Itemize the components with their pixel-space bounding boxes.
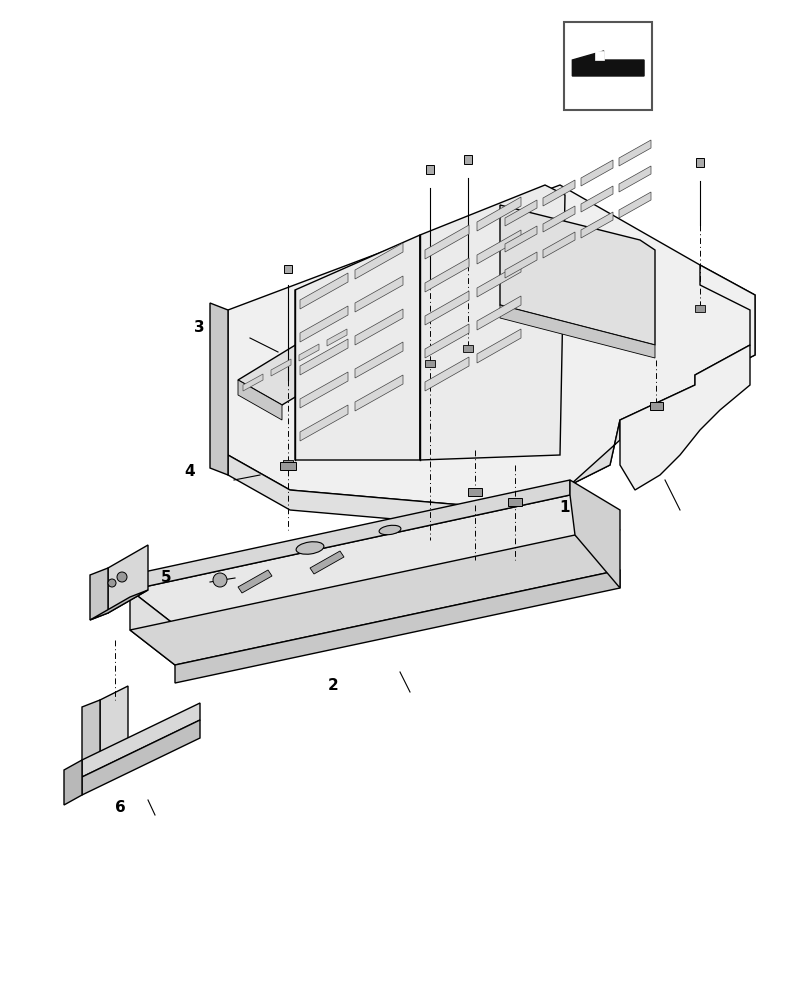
Polygon shape — [504, 226, 536, 252]
Ellipse shape — [296, 542, 324, 554]
Text: 4: 4 — [183, 464, 195, 480]
Polygon shape — [543, 232, 574, 258]
Polygon shape — [695, 158, 703, 167]
Polygon shape — [569, 480, 620, 588]
Polygon shape — [238, 570, 272, 593]
Polygon shape — [463, 155, 471, 164]
Polygon shape — [280, 462, 296, 470]
Polygon shape — [130, 590, 175, 665]
Polygon shape — [508, 498, 521, 506]
Bar — [564, 22, 651, 110]
Polygon shape — [82, 700, 100, 786]
Polygon shape — [108, 545, 148, 613]
Polygon shape — [426, 165, 433, 174]
Polygon shape — [82, 720, 200, 795]
Polygon shape — [100, 686, 128, 779]
Polygon shape — [283, 460, 293, 467]
Polygon shape — [694, 265, 754, 385]
Text: 6: 6 — [114, 800, 126, 816]
Polygon shape — [424, 291, 469, 325]
Polygon shape — [64, 760, 82, 805]
Polygon shape — [572, 51, 643, 76]
Polygon shape — [620, 345, 749, 490]
Polygon shape — [354, 276, 402, 312]
Text: 3: 3 — [193, 320, 204, 336]
Polygon shape — [476, 329, 521, 363]
Polygon shape — [299, 306, 348, 342]
Polygon shape — [354, 309, 402, 345]
Polygon shape — [327, 329, 346, 346]
Polygon shape — [294, 235, 419, 460]
Polygon shape — [581, 212, 612, 238]
Polygon shape — [299, 273, 348, 309]
Polygon shape — [354, 342, 402, 378]
Text: 5: 5 — [161, 570, 172, 585]
Polygon shape — [419, 185, 564, 460]
Polygon shape — [424, 258, 469, 292]
Polygon shape — [581, 186, 612, 212]
Polygon shape — [594, 51, 603, 60]
Circle shape — [117, 572, 127, 582]
Polygon shape — [354, 243, 402, 279]
Polygon shape — [130, 480, 569, 590]
Polygon shape — [298, 344, 319, 361]
Polygon shape — [476, 296, 521, 330]
Polygon shape — [649, 402, 663, 410]
Polygon shape — [354, 375, 402, 411]
Polygon shape — [581, 160, 612, 186]
Polygon shape — [504, 200, 536, 226]
Polygon shape — [476, 230, 521, 264]
Polygon shape — [694, 305, 704, 312]
Polygon shape — [543, 180, 574, 206]
Polygon shape — [310, 551, 344, 574]
Polygon shape — [130, 535, 620, 665]
Polygon shape — [90, 568, 108, 620]
Polygon shape — [228, 420, 620, 530]
Polygon shape — [618, 140, 650, 166]
Polygon shape — [82, 765, 128, 786]
Polygon shape — [500, 305, 654, 358]
Polygon shape — [299, 405, 348, 441]
Ellipse shape — [379, 525, 401, 535]
Polygon shape — [299, 372, 348, 408]
Polygon shape — [90, 590, 148, 620]
Polygon shape — [424, 360, 435, 367]
Polygon shape — [238, 380, 281, 420]
Polygon shape — [504, 252, 536, 278]
Polygon shape — [467, 488, 482, 496]
Text: 2: 2 — [327, 678, 338, 692]
Polygon shape — [424, 357, 469, 391]
Polygon shape — [299, 339, 348, 375]
Polygon shape — [424, 225, 469, 259]
Text: 1: 1 — [559, 500, 569, 516]
Polygon shape — [82, 703, 200, 777]
Polygon shape — [500, 205, 654, 345]
Polygon shape — [424, 324, 469, 358]
Polygon shape — [175, 570, 620, 683]
Polygon shape — [210, 303, 228, 475]
Polygon shape — [618, 192, 650, 218]
Polygon shape — [543, 206, 574, 232]
Polygon shape — [228, 185, 754, 510]
Polygon shape — [462, 345, 473, 352]
Polygon shape — [284, 265, 292, 273]
Polygon shape — [476, 197, 521, 231]
Polygon shape — [242, 374, 263, 391]
Polygon shape — [476, 263, 521, 297]
Polygon shape — [130, 495, 620, 625]
Circle shape — [108, 579, 116, 587]
Polygon shape — [238, 330, 365, 405]
Polygon shape — [271, 359, 290, 376]
Circle shape — [212, 573, 227, 587]
Polygon shape — [618, 166, 650, 192]
